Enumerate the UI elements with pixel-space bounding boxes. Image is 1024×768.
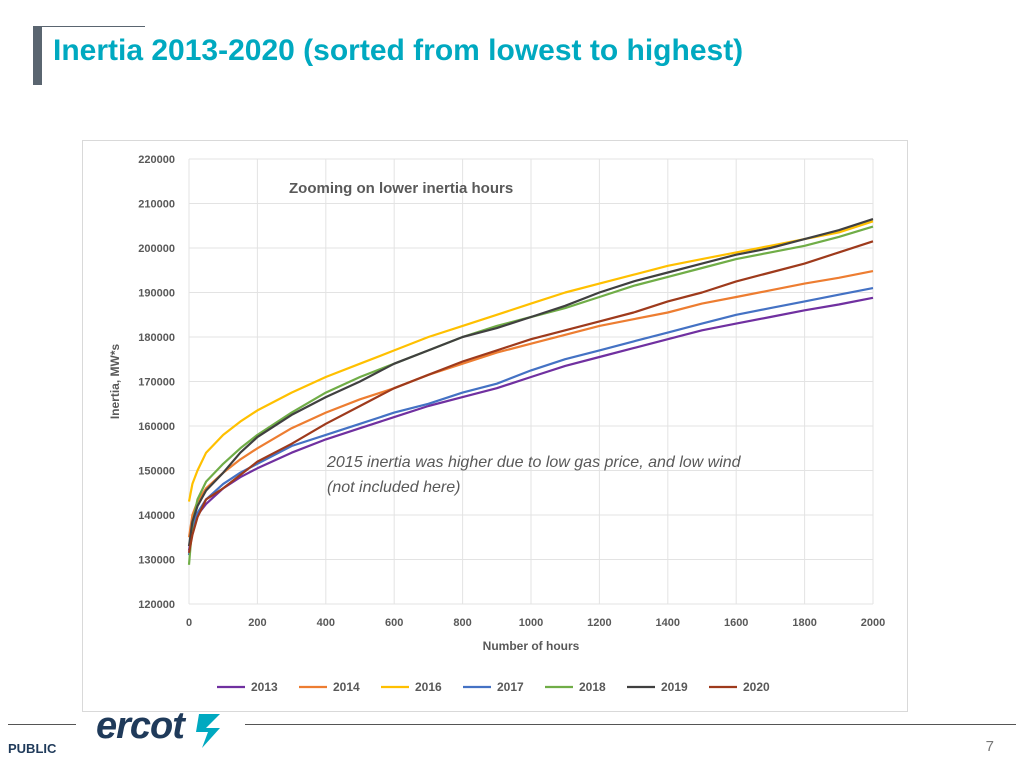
y-tick-label: 140000 (138, 510, 175, 522)
legend-label-2016: 2016 (415, 680, 442, 694)
x-tick-label: 2000 (861, 617, 885, 629)
series-line-2017 (187, 287, 874, 556)
y-tick-label: 210000 (138, 199, 175, 211)
annotation-line: 2015 inertia was higher due to low gas p… (326, 454, 742, 471)
legend-label-2013: 2013 (251, 680, 278, 694)
chart-title: Zooming on lower inertia hours (289, 180, 513, 197)
x-tick-label: 400 (317, 617, 335, 629)
legend-label-2019: 2019 (661, 680, 688, 694)
y-tick-label: 130000 (138, 555, 175, 567)
title-accent-rule (33, 26, 145, 27)
y-tick-label: 170000 (138, 377, 175, 389)
page-number: 7 (985, 738, 994, 755)
y-tick-label: 160000 (138, 421, 175, 433)
svg-text:ercot: ercot (96, 705, 186, 747)
x-axis-title: Number of hours (483, 639, 580, 653)
legend-label-2020: 2020 (743, 680, 770, 694)
public-label: PUBLIC (8, 741, 57, 756)
series-line-2019 (187, 218, 874, 547)
y-tick-label: 150000 (138, 466, 175, 478)
y-tick-label: 180000 (138, 332, 175, 344)
x-tick-label: 800 (453, 617, 471, 629)
x-tick-label: 200 (248, 617, 266, 629)
chart-frame: 120000 130000 140000 150000 160000 170000 1800… (82, 140, 908, 712)
x-tick-label: 1400 (656, 617, 680, 629)
x-tick-label: 1000 (519, 617, 543, 629)
legend-label-2014: 2014 (333, 680, 360, 694)
annotation-line: (not included here) (327, 479, 460, 496)
y-tick-label: 190000 (138, 288, 175, 300)
legend-label-2018: 2018 (579, 680, 606, 694)
inertia-line-chart: 120000 130000 140000 150000 160000 170000 1800… (108, 154, 885, 694)
series-line-2020 (187, 240, 874, 554)
x-tick-label: 600 (385, 617, 403, 629)
series-line-2016 (187, 220, 874, 502)
x-tick-label: 1600 (724, 617, 748, 629)
y-tick-label: 120000 (138, 599, 175, 611)
slide-title: Inertia 2013-2020 (sorted from lowest to… (53, 34, 744, 67)
x-tick-label: 1200 (587, 617, 611, 629)
ercot-logo: ercot (96, 705, 220, 748)
footer-rule-right (245, 724, 1016, 725)
title-accent-bar (33, 26, 42, 85)
y-axis-title: Inertia, MW*s (108, 344, 122, 420)
footer-rule-left (8, 724, 76, 725)
x-tick-label: 0 (186, 617, 192, 629)
legend-label-2017: 2017 (497, 680, 524, 694)
x-tick-label: 1800 (792, 617, 816, 629)
y-tick-label: 200000 (138, 243, 175, 255)
y-tick-label: 220000 (138, 154, 175, 166)
